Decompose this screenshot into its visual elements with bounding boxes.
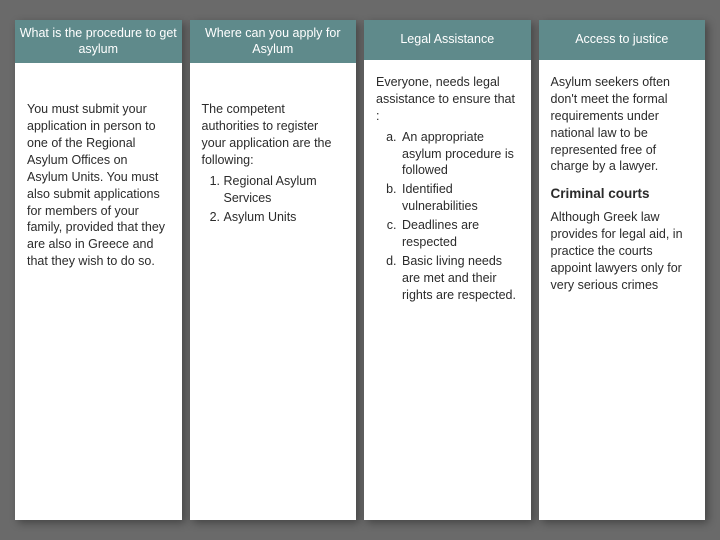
column-2-list: Regional Asylum Services Asylum Units: [202, 173, 345, 226]
column-1-header: What is the procedure to get asylum: [15, 20, 182, 63]
column-3-body: Everyone, needs legal assistance to ensu…: [364, 60, 531, 520]
column-4-para2: Although Greek law provides for legal ai…: [551, 209, 694, 293]
list-item: Deadlines are respected: [400, 217, 519, 251]
column-4-subhead: Criminal courts: [551, 185, 694, 203]
column-2: Where can you apply for Asylum The compe…: [190, 20, 357, 520]
column-4: Access to justice Asylum seekers often d…: [539, 20, 706, 520]
list-item: Asylum Units: [224, 209, 345, 226]
list-item: An appropriate asylum procedure is follo…: [400, 129, 519, 180]
column-3-header-text: Legal Assistance: [400, 32, 494, 48]
column-1-paragraph: You must submit your application in pers…: [27, 101, 170, 270]
columns-container: What is the procedure to get asylum You …: [15, 20, 705, 520]
column-1-header-text: What is the procedure to get asylum: [19, 26, 178, 57]
list-item: Basic living needs are met and their rig…: [400, 253, 519, 304]
column-1-body: You must submit your application in pers…: [15, 63, 182, 520]
column-4-para1: Asylum seekers often don't meet the form…: [551, 74, 694, 175]
column-4-header-text: Access to justice: [575, 32, 668, 48]
column-3-list: An appropriate asylum procedure is follo…: [376, 129, 519, 304]
column-4-header: Access to justice: [539, 20, 706, 60]
column-2-header: Where can you apply for Asylum: [190, 20, 357, 63]
column-3: Legal Assistance Everyone, needs legal a…: [364, 20, 531, 520]
list-item: Regional Asylum Services: [224, 173, 345, 207]
column-3-intro: Everyone, needs legal assistance to ensu…: [376, 74, 519, 125]
column-2-body: The competent authorities to register yo…: [190, 63, 357, 520]
column-2-intro: The competent authorities to register yo…: [202, 101, 345, 169]
column-2-header-text: Where can you apply for Asylum: [194, 26, 353, 57]
column-1: What is the procedure to get asylum You …: [15, 20, 182, 520]
list-item: Identified vulnerabilities: [400, 181, 519, 215]
column-3-header: Legal Assistance: [364, 20, 531, 60]
column-4-body: Asylum seekers often don't meet the form…: [539, 60, 706, 520]
